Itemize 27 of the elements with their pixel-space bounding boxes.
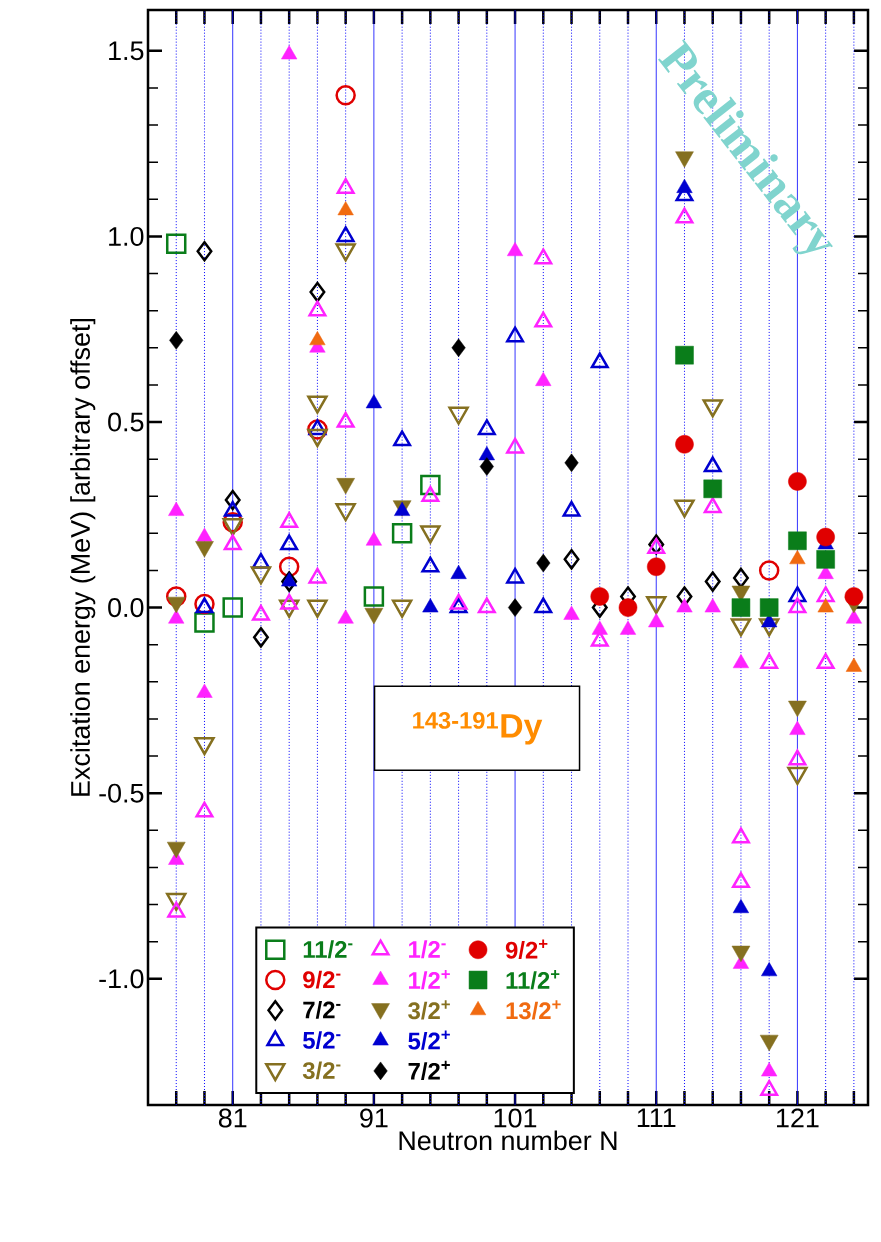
x-tick-label: 81 <box>218 1108 247 1128</box>
y-tick-label: 0.0 <box>108 598 144 618</box>
y-tick-label: -0.5 <box>99 783 144 803</box>
legend-label: 13/2$^{+}$ <box>506 1000 561 1020</box>
x-tick-label: 111 <box>637 1108 676 1128</box>
y-tick-label: 1.0 <box>109 226 144 246</box>
x-tick-label: 101 <box>494 1108 537 1128</box>
legend-label: 11/2$^{+}$ <box>506 969 560 990</box>
legend-label: 7/2$^{-}$ <box>303 1000 341 1019</box>
y-axis-title: Excitation energy (MeV) [arbitrary offset] <box>70 318 96 796</box>
legend-label: 1/2$^{-}$ <box>409 940 446 959</box>
legend-label: 7/2$^{+}$ <box>408 1060 450 1081</box>
y-tick-label: 1.5 <box>109 41 144 61</box>
legend-label: 9/2$^{-}$ <box>303 970 341 989</box>
legend-label: 5/2$^{+}$ <box>408 1030 450 1050</box>
x-tick-label: 121 <box>777 1108 819 1128</box>
legend-label: 3/2$^{-}$ <box>302 1061 341 1080</box>
legend-label: 1/2$^{+}$ <box>409 969 450 990</box>
y-tick-label: -1.0 <box>99 969 144 989</box>
legend-label: 3/2$^{+}$ <box>408 1000 450 1020</box>
legend-label: 9/2$^{+}$ <box>505 939 548 959</box>
annotation: $^{143-191}$Dy <box>413 712 543 745</box>
x-axis-title: Neutron number N <box>399 1130 617 1151</box>
x-tick-label: 91 <box>360 1108 388 1128</box>
legend-label: 5/2$^{-}$ <box>303 1031 341 1050</box>
y-tick-label: 0.5 <box>108 412 144 432</box>
legend-label: 11/2$^{-}$ <box>303 940 353 959</box>
